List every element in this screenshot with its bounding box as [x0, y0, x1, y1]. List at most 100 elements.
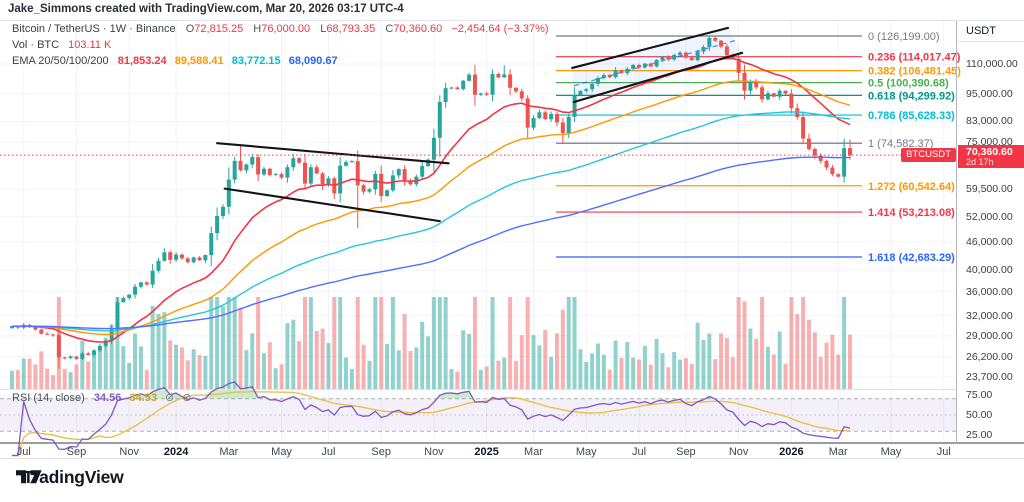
price-axis-currency[interactable]: USDT — [958, 21, 1024, 42]
rsi-axis-tick: 50.00 — [966, 409, 993, 421]
open-label: O — [185, 23, 195, 35]
time-axis-tick: 2025 — [474, 446, 499, 458]
price-axis-tick: 32,000.00 — [966, 309, 1013, 322]
fib-level-label: 0.618 (94,299.92) — [868, 90, 955, 102]
volume-bar — [765, 346, 770, 389]
candle-body — [115, 302, 120, 330]
rsi-line[interactable] — [12, 381, 851, 457]
attribution-text: Jake_Simmons created with TradingView.co… — [8, 3, 404, 15]
candle-body — [80, 353, 85, 359]
symbol-legend-row[interactable]: Bitcoin / TetherUS · 1W · Binance O72,81… — [12, 23, 549, 35]
candle-body — [508, 74, 513, 88]
rsi-ma-line[interactable] — [12, 390, 851, 457]
wedge-lower-trendline[interactable] — [572, 51, 744, 104]
volume-bar — [261, 353, 266, 389]
candle-body — [314, 167, 319, 174]
candle-body — [584, 89, 589, 91]
flag-lower-trendline[interactable] — [223, 187, 441, 223]
volume-bar — [109, 324, 114, 389]
volume-bar — [92, 354, 97, 389]
volume-bar — [273, 368, 278, 389]
candle-body — [168, 252, 173, 260]
candle-body — [666, 56, 671, 60]
ema200-line[interactable] — [12, 156, 850, 330]
volume-bar — [27, 358, 32, 389]
volume-bar — [496, 360, 501, 389]
ema100-line[interactable] — [12, 111, 851, 332]
price-axis-tick: 95,000.00 — [966, 87, 1013, 100]
time-axis-tick: Mar — [524, 446, 544, 458]
candle-body — [472, 74, 477, 95]
candle-body — [133, 286, 138, 295]
candle-body — [648, 63, 653, 67]
volume-bar — [590, 353, 595, 389]
close-label: C — [385, 23, 394, 35]
candle-body — [303, 162, 307, 184]
rsi-legend-row[interactable]: RSI (14, close) 34.56 34.53 ⊘ ⊘ — [12, 391, 192, 404]
candle-body — [777, 90, 782, 97]
price-axis-tick: 52,000.00 — [966, 210, 1013, 223]
volume-bar — [390, 297, 395, 389]
flag-upper-trendline[interactable] — [216, 142, 450, 165]
candle-body — [830, 167, 835, 175]
candle-body — [250, 157, 255, 165]
candle-body — [836, 174, 841, 177]
volume-bar — [256, 297, 261, 389]
candle-body — [361, 185, 366, 192]
time-axis-tick: May — [575, 446, 597, 458]
volume-bar — [642, 345, 647, 389]
volume-bar — [150, 305, 155, 389]
volume-bar — [836, 354, 841, 389]
volume-bar — [74, 364, 79, 389]
fib-level-label: 0.786 (85,628.33) — [868, 110, 955, 122]
volume-legend-row[interactable]: Vol · BTC 103.11 K — [12, 39, 111, 51]
volume-bar — [672, 352, 677, 389]
volume-bar — [467, 333, 472, 389]
ema20-line[interactable] — [11, 57, 851, 343]
candle-body — [455, 87, 460, 90]
ema100-value: 83,772.15 — [231, 55, 281, 67]
wedge-upper-trendline[interactable] — [571, 26, 730, 69]
candle-body — [56, 335, 61, 358]
candle-body — [109, 329, 114, 341]
candle-body — [349, 161, 354, 163]
candle-body — [51, 334, 56, 336]
volume-bar — [303, 297, 307, 389]
volume-bar — [97, 348, 102, 389]
ema-legend-row[interactable]: EMA 20/50/100/200 81,853.24 89,588.41 83… — [12, 55, 338, 67]
time-axis-tick: May — [271, 446, 292, 458]
candle-body — [513, 87, 518, 92]
tradingview-footer-logo[interactable]: TradingView — [16, 467, 124, 488]
candle-body — [127, 294, 132, 299]
rsi-ma-hidden-icon[interactable]: ⊘ — [182, 392, 192, 404]
rsi-hidden-icon[interactable]: ⊘ — [165, 392, 175, 404]
volume-bar — [572, 297, 577, 389]
candle-body — [121, 298, 126, 303]
volume-bar — [21, 358, 26, 389]
candle-body — [191, 257, 196, 263]
volume-bar — [519, 335, 524, 389]
volume-bar — [484, 366, 489, 389]
candle-body — [724, 46, 729, 56]
candle-body — [256, 157, 261, 175]
candle-body — [660, 56, 665, 60]
volume-bar — [490, 297, 495, 389]
ema50-line[interactable] — [11, 80, 851, 336]
volume-bar — [531, 335, 536, 389]
volume-bar — [637, 359, 642, 389]
volume-bar — [127, 362, 132, 389]
volume-bar — [806, 319, 811, 389]
candle-body — [86, 353, 91, 355]
tradingview-logo-icon — [16, 470, 42, 484]
candle-body — [619, 70, 624, 74]
volume-bar — [478, 369, 483, 389]
volume-bar — [361, 344, 366, 389]
volume-bar — [537, 345, 542, 389]
candle-body — [267, 168, 272, 176]
candle-body — [818, 155, 823, 161]
candle-body — [197, 257, 202, 261]
volume-bar — [601, 354, 606, 389]
fib-level-label: 1.414 (53,213.08) — [868, 207, 955, 219]
volume-bar — [461, 330, 466, 389]
